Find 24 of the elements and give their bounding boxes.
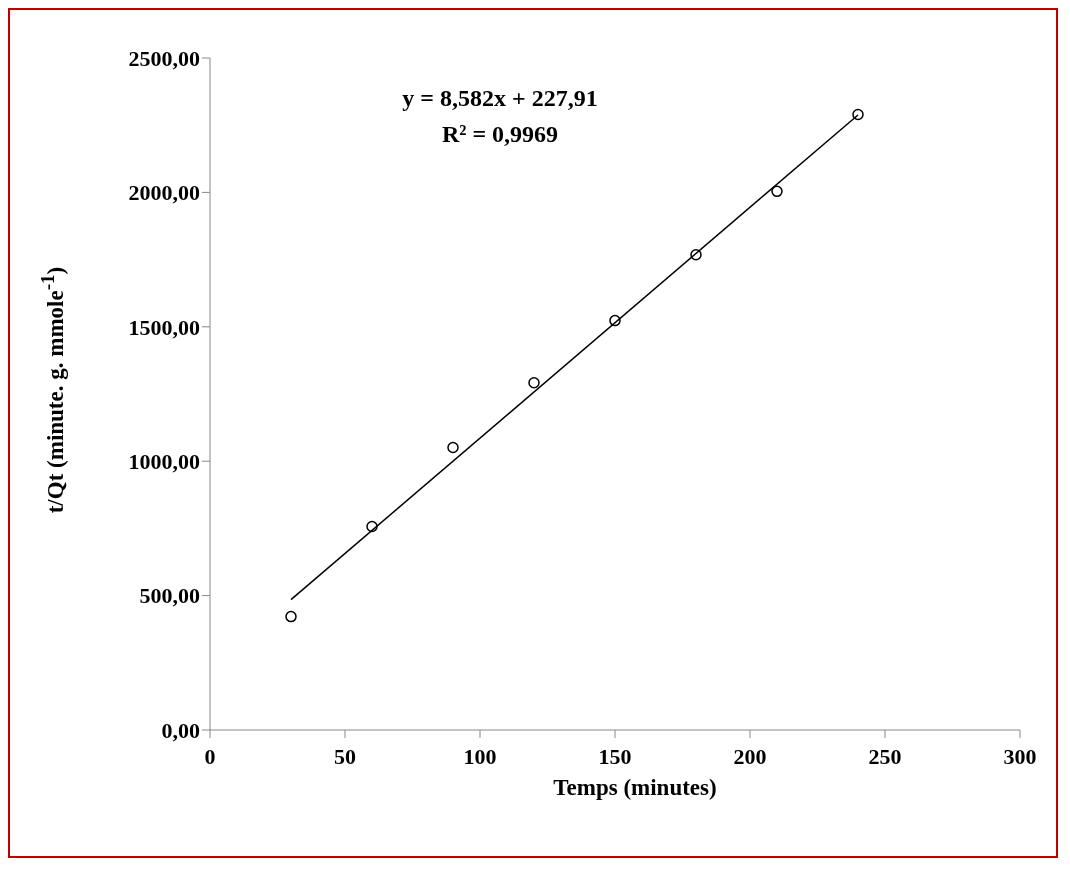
x-tick-label: 300: [1003, 743, 1037, 769]
point: [447, 441, 459, 454]
y-tick-label: 1500,00: [128, 314, 200, 340]
y-tick-label: 2500,00: [128, 45, 200, 71]
point: [609, 314, 621, 327]
point: [771, 185, 783, 198]
y-tick-label: 2000,00: [128, 180, 200, 206]
point: [366, 520, 378, 533]
x-axis-title: Temps (minutes): [552, 775, 718, 801]
y-tick-label: 500,00: [139, 583, 200, 609]
point: [690, 249, 702, 261]
y-tick-label: 0,00: [161, 717, 200, 743]
annotation: y = 8,582x + 227,91: [401, 84, 599, 113]
point: [285, 610, 297, 623]
point: [852, 108, 864, 121]
x-tick-label: 150: [598, 743, 632, 769]
point: [528, 376, 540, 389]
y-tick-label: 1000,00: [128, 449, 200, 475]
annotation: R² = 0,9969: [440, 120, 560, 149]
x-tick-label: 200: [733, 743, 767, 769]
x-tick-label: 100: [463, 743, 497, 769]
x-tick-label: 0: [204, 743, 216, 769]
x-tick-label: 250: [868, 743, 902, 769]
x-tick-label: 50: [334, 743, 356, 769]
